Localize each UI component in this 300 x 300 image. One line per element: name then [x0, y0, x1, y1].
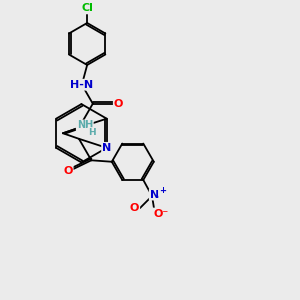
- Text: Cl: Cl: [81, 3, 93, 14]
- Text: O: O: [114, 99, 123, 109]
- Text: +: +: [159, 186, 166, 195]
- Text: H: H: [88, 128, 96, 137]
- Text: O: O: [130, 203, 139, 213]
- Text: O: O: [63, 166, 73, 176]
- Text: H-N: H-N: [70, 80, 93, 90]
- Text: N: N: [150, 190, 159, 200]
- Text: NH: NH: [77, 120, 93, 130]
- Text: O⁻: O⁻: [153, 208, 168, 218]
- Text: N: N: [102, 143, 111, 153]
